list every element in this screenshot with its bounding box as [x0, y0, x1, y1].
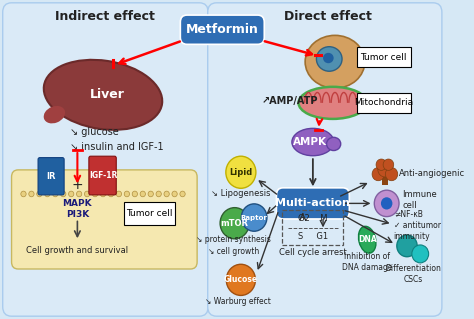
Circle shape: [109, 191, 114, 197]
Circle shape: [383, 159, 394, 170]
Text: Inhibition of
DNA damage: Inhibition of DNA damage: [342, 252, 392, 272]
FancyBboxPatch shape: [356, 47, 410, 67]
Text: ≠NF-κB
✓ antitumor
immunity: ≠NF-κB ✓ antitumor immunity: [394, 210, 441, 241]
Circle shape: [381, 197, 392, 210]
Text: ↘ Warburg effect: ↘ Warburg effect: [205, 297, 271, 306]
Circle shape: [226, 156, 256, 188]
FancyBboxPatch shape: [382, 169, 388, 185]
Text: Immune
cell: Immune cell: [402, 189, 438, 210]
FancyBboxPatch shape: [276, 188, 349, 219]
Ellipse shape: [292, 128, 334, 156]
Text: ↘ protein synthesis
↘ cell growth: ↘ protein synthesis ↘ cell growth: [196, 235, 271, 256]
Circle shape: [220, 208, 249, 239]
Ellipse shape: [358, 226, 376, 253]
Circle shape: [84, 191, 90, 197]
Text: AMPK: AMPK: [293, 137, 327, 147]
Text: Mitochondria: Mitochondria: [354, 98, 413, 108]
Text: G2    M: G2 M: [298, 214, 328, 223]
FancyBboxPatch shape: [208, 3, 442, 316]
Circle shape: [172, 191, 177, 197]
Circle shape: [132, 191, 137, 197]
FancyBboxPatch shape: [124, 203, 175, 225]
Ellipse shape: [317, 47, 342, 71]
Circle shape: [156, 191, 161, 197]
Circle shape: [397, 235, 417, 257]
Circle shape: [76, 191, 82, 197]
Circle shape: [140, 191, 146, 197]
Ellipse shape: [327, 137, 341, 151]
Text: ↘ glucose
↘ insulin and IGF-1: ↘ glucose ↘ insulin and IGF-1: [70, 127, 164, 152]
Text: Raptor: Raptor: [241, 215, 267, 220]
Text: Cell growth and survival: Cell growth and survival: [27, 246, 128, 255]
Ellipse shape: [323, 53, 334, 63]
Text: IGF-1R: IGF-1R: [90, 171, 118, 180]
FancyBboxPatch shape: [356, 93, 410, 113]
Text: mTOR: mTOR: [221, 219, 249, 228]
Text: Cell cycle arrest: Cell cycle arrest: [279, 248, 347, 257]
Circle shape: [100, 191, 106, 197]
Circle shape: [376, 159, 387, 170]
Circle shape: [378, 162, 392, 177]
Text: Liver: Liver: [90, 88, 125, 101]
Circle shape: [241, 204, 267, 231]
Circle shape: [92, 191, 98, 197]
Text: Multi-action: Multi-action: [275, 198, 350, 208]
Ellipse shape: [305, 35, 365, 88]
FancyBboxPatch shape: [3, 3, 208, 316]
Text: +: +: [72, 178, 83, 192]
Ellipse shape: [44, 60, 162, 130]
Circle shape: [385, 167, 398, 181]
Text: ↘ Lipogenesis: ↘ Lipogenesis: [211, 189, 271, 198]
Text: MAPK
PI3K: MAPK PI3K: [63, 199, 92, 219]
Text: Direct effect: Direct effect: [284, 10, 372, 23]
Text: Tumor cell: Tumor cell: [360, 53, 407, 62]
Text: S     G1: S G1: [298, 232, 328, 241]
Text: ↗AMP/ATP: ↗AMP/ATP: [262, 95, 319, 106]
FancyBboxPatch shape: [180, 15, 264, 44]
Circle shape: [148, 191, 154, 197]
Text: DNA: DNA: [358, 235, 377, 244]
Text: Differentiation
CSCs: Differentiation CSCs: [386, 264, 442, 284]
Circle shape: [116, 191, 121, 197]
Circle shape: [37, 191, 42, 197]
FancyBboxPatch shape: [11, 170, 197, 269]
Text: IR: IR: [46, 172, 55, 181]
Text: Anti-angiogenic: Anti-angiogenic: [399, 169, 465, 178]
Text: Indirect effect: Indirect effect: [55, 10, 155, 23]
Circle shape: [53, 191, 58, 197]
Circle shape: [29, 191, 34, 197]
Text: Metformin: Metformin: [186, 23, 259, 36]
Ellipse shape: [299, 87, 367, 119]
Circle shape: [180, 191, 185, 197]
Circle shape: [226, 264, 255, 295]
Text: Glucose: Glucose: [224, 275, 258, 284]
Circle shape: [45, 191, 50, 197]
Circle shape: [412, 245, 428, 263]
Circle shape: [374, 190, 399, 217]
Circle shape: [372, 167, 384, 181]
Circle shape: [69, 191, 74, 197]
Circle shape: [124, 191, 129, 197]
Circle shape: [164, 191, 169, 197]
Text: Lipid: Lipid: [229, 168, 253, 177]
Ellipse shape: [44, 106, 65, 123]
Circle shape: [21, 191, 26, 197]
Text: Tumor cell: Tumor cell: [126, 209, 173, 218]
FancyBboxPatch shape: [38, 158, 64, 195]
FancyBboxPatch shape: [89, 156, 116, 195]
Circle shape: [61, 191, 66, 197]
